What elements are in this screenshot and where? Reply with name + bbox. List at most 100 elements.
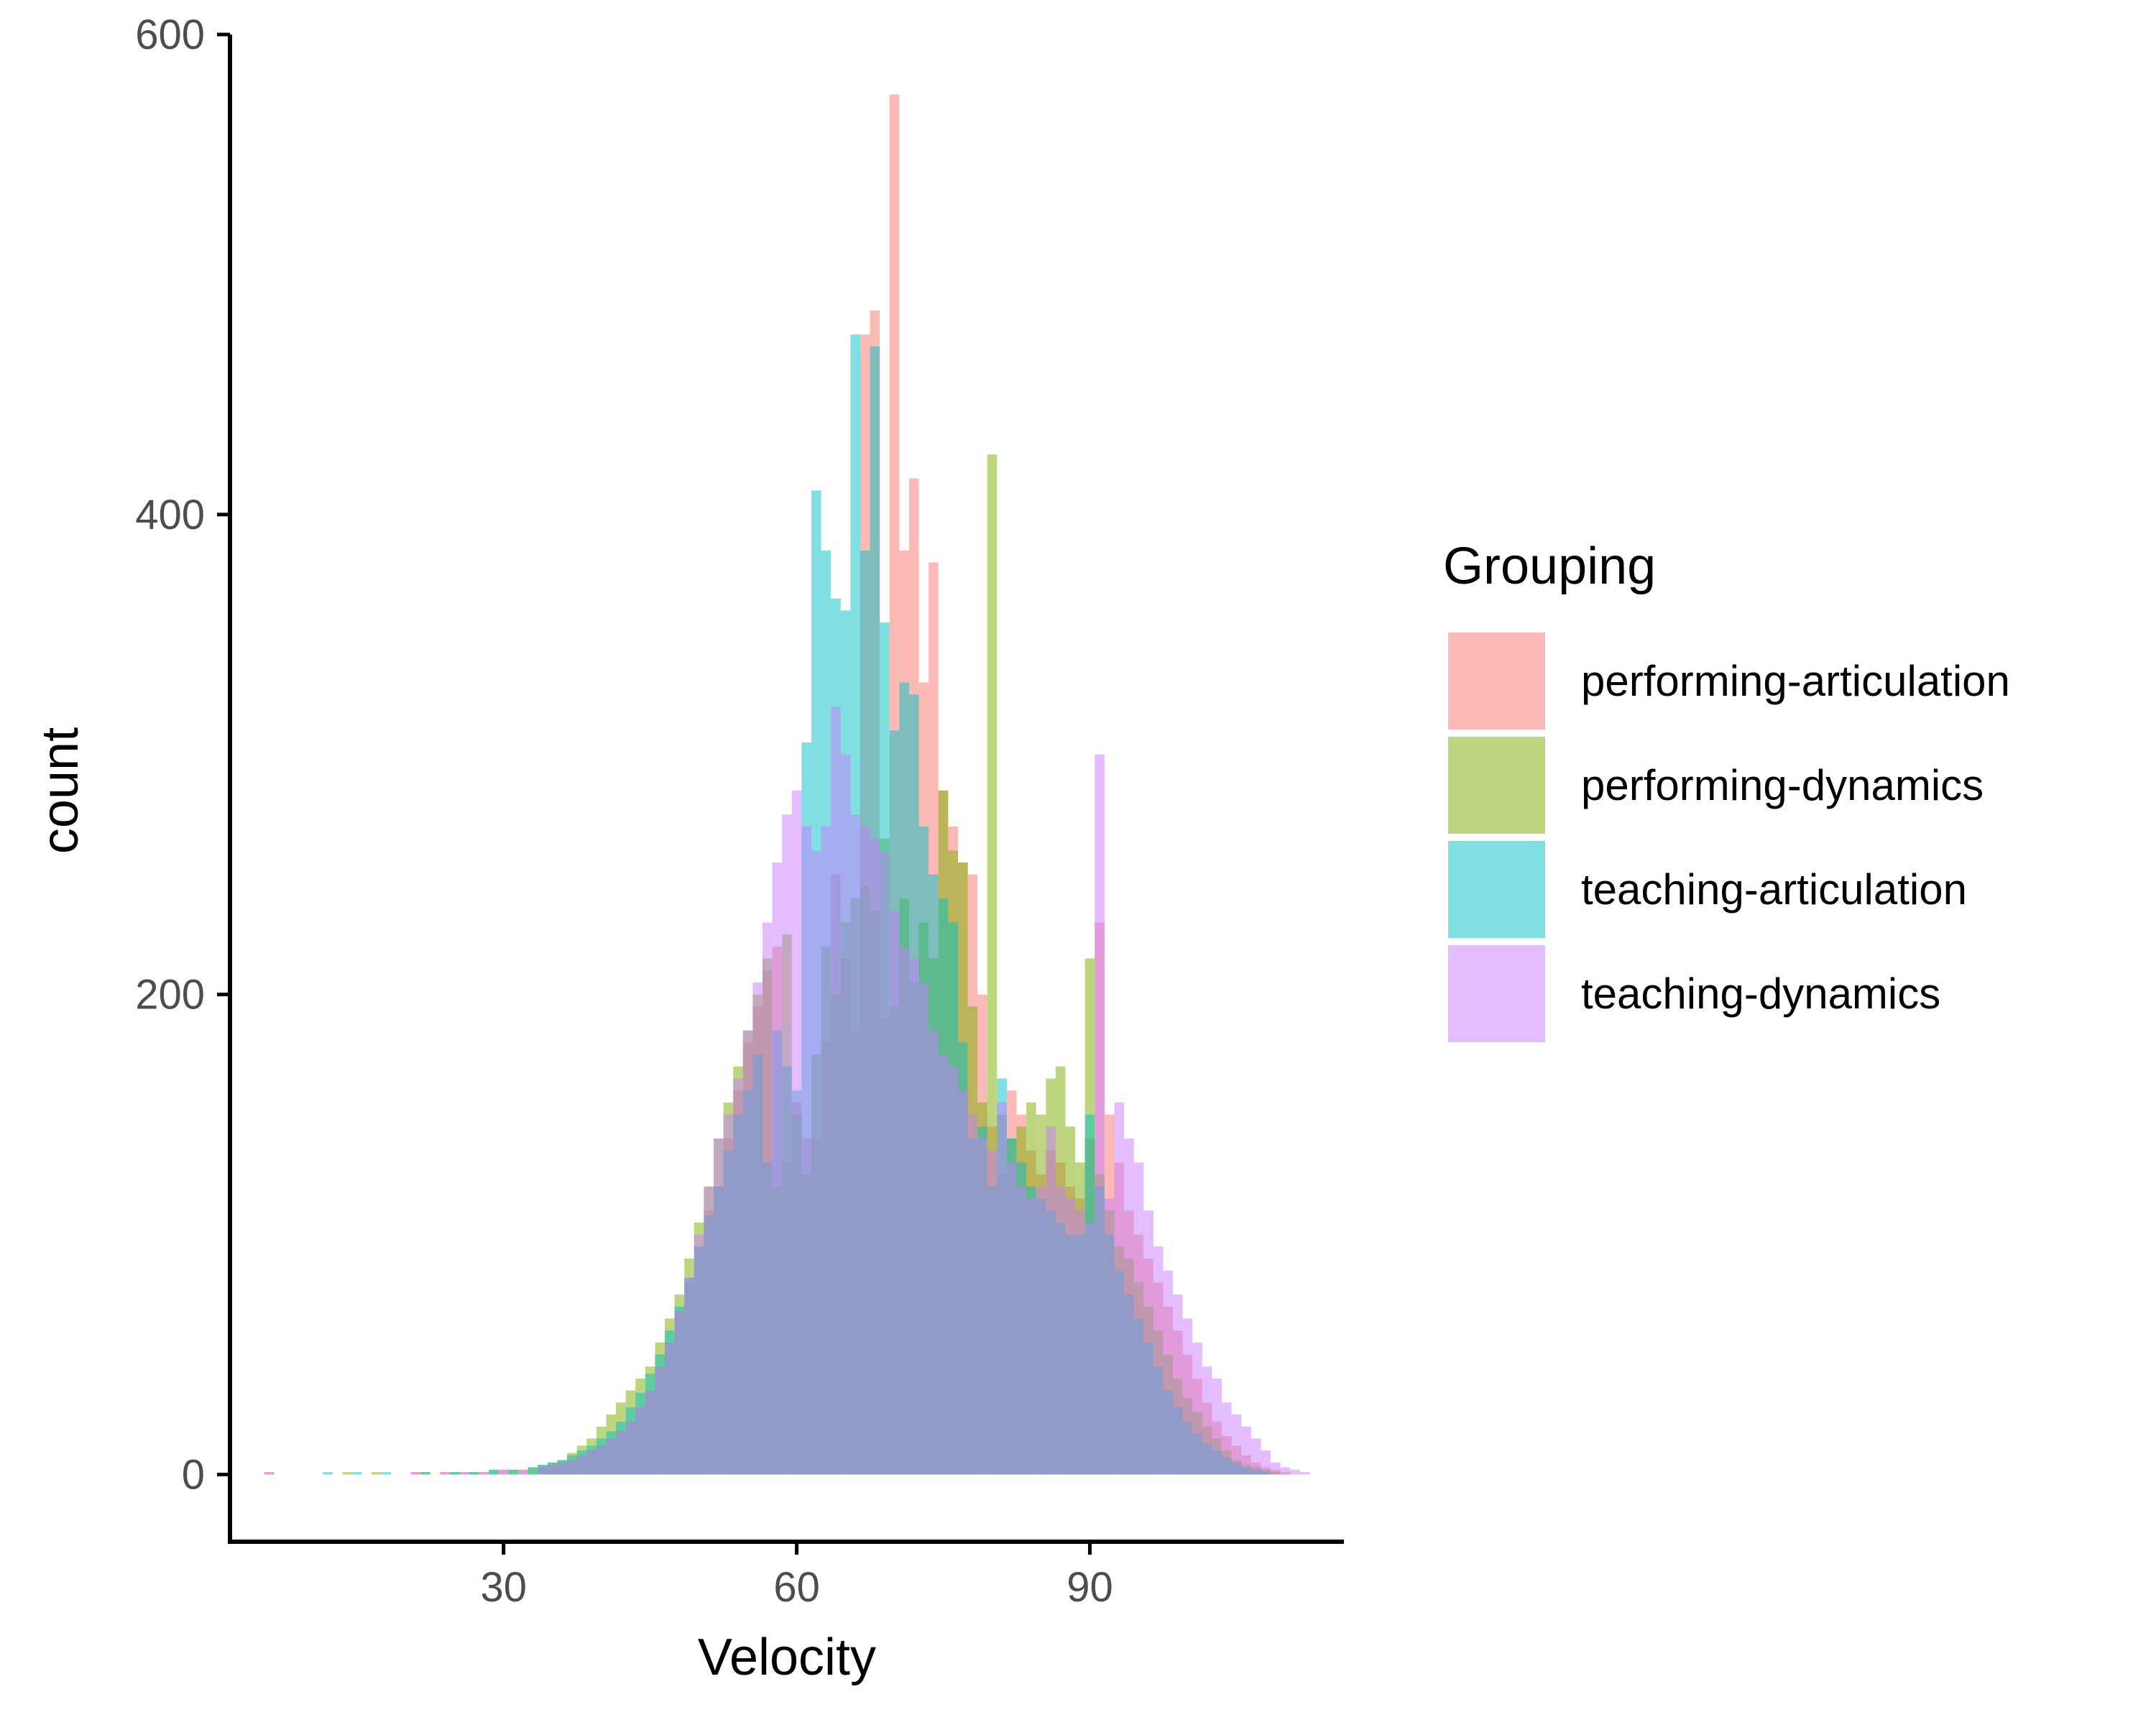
bar-teaching-dynamics-81	[997, 1102, 1007, 1475]
bar-teaching-dynamics-87	[1055, 1186, 1066, 1475]
bar-teaching-dynamics-42	[616, 1431, 626, 1475]
bar-teaching-dynamics-34	[538, 1467, 548, 1475]
bar-teaching-dynamics-39	[586, 1450, 596, 1475]
bar-teaching-dynamics-82	[1006, 1162, 1017, 1475]
bar-teaching-dynamics-51	[704, 1186, 714, 1475]
legend-items: performing-articulation performing-dynami…	[1448, 632, 2010, 1042]
bar-teaching-dynamics-86	[1046, 1126, 1056, 1475]
y-axis: 0 200 400 600	[135, 12, 232, 1542]
bar-teaching-dynamics-112	[1299, 1472, 1310, 1475]
bar-teaching-dynamics-60	[791, 790, 802, 1475]
bar-teaching-dynamics-40	[596, 1445, 607, 1475]
bar-teaching-dynamics-57	[763, 922, 773, 1475]
bar-teaching-dynamics-67	[860, 826, 870, 1475]
bar-teaching-dynamics-94	[1124, 1138, 1134, 1475]
bar-teaching-dynamics-32	[518, 1469, 528, 1475]
bar-teaching-dynamics-75	[938, 1054, 949, 1475]
bar-teaching-dynamics-106	[1241, 1426, 1251, 1475]
bar-teaching-dynamics-78	[967, 1114, 978, 1475]
bar-teaching-dynamics-41	[606, 1438, 617, 1475]
bar-teaching-dynamics-77	[957, 1090, 968, 1475]
bar-teaching-dynamics-44	[635, 1407, 645, 1475]
legend-swatch	[1448, 737, 1545, 834]
series-teaching-dynamics	[264, 706, 1310, 1475]
bar-teaching-dynamics-64	[831, 706, 841, 1475]
bar-teaching-dynamics-21	[410, 1472, 421, 1475]
bar-teaching-articulation-15	[351, 1472, 362, 1475]
legend-item-teaching-dynamics: teaching-dynamics	[1448, 945, 1940, 1042]
legend-swatch	[1448, 945, 1545, 1042]
bar-teaching-dynamics-69	[880, 850, 890, 1475]
bar-teaching-dynamics-36	[557, 1462, 568, 1475]
bar-teaching-dynamics-108	[1261, 1450, 1271, 1475]
bar-teaching-dynamics-59	[782, 814, 792, 1475]
bar-teaching-dynamics-50	[694, 1234, 704, 1475]
bar-teaching-dynamics-104	[1222, 1402, 1232, 1475]
y-axis-ticks: 0 200 400 600	[135, 12, 230, 1499]
legend-swatch	[1448, 632, 1545, 730]
x-axis-ticks: 30 60 90	[480, 1542, 1113, 1611]
bar-teaching-articulation-33	[528, 1467, 538, 1475]
bar-teaching-dynamics-111	[1290, 1469, 1300, 1475]
bar-teaching-dynamics-6	[264, 1472, 275, 1475]
legend-swatch	[1448, 841, 1545, 938]
bar-performing-dynamics-17	[372, 1472, 382, 1475]
bar-teaching-dynamics-30	[498, 1469, 509, 1475]
x-axis: 30 60 90	[228, 1540, 1344, 1611]
y-axis-title: count	[32, 727, 89, 854]
legend-item-performing-dynamics: performing-dynamics	[1448, 737, 1984, 834]
bar-teaching-dynamics-93	[1114, 1102, 1125, 1475]
x-tick-label: 90	[1067, 1564, 1113, 1611]
bar-teaching-dynamics-62	[811, 850, 821, 1475]
y-tick-label: 600	[135, 12, 205, 58]
bar-teaching-dynamics-89	[1075, 1210, 1085, 1475]
bar-teaching-dynamics-37	[567, 1460, 577, 1475]
bar-teaching-dynamics-28	[479, 1472, 489, 1475]
bar-teaching-dynamics-107	[1250, 1438, 1261, 1475]
bar-performing-dynamics-14	[342, 1472, 352, 1475]
bar-teaching-articulation-12	[323, 1472, 333, 1475]
bar-teaching-dynamics-91	[1095, 754, 1105, 1475]
bar-teaching-dynamics-92	[1104, 1198, 1115, 1475]
bar-teaching-dynamics-99	[1173, 1294, 1183, 1475]
legend-label: performing-dynamics	[1581, 761, 1984, 809]
bar-teaching-dynamics-101	[1192, 1342, 1202, 1475]
bar-teaching-articulation-25	[449, 1472, 460, 1475]
bar-teaching-articulation-31	[508, 1469, 519, 1475]
bar-teaching-dynamics-49	[684, 1277, 694, 1475]
legend-label: teaching-articulation	[1581, 865, 1967, 914]
bar-teaching-dynamics-96	[1143, 1210, 1153, 1475]
bar-teaching-dynamics-58	[772, 862, 783, 1475]
bar-teaching-dynamics-63	[821, 826, 831, 1475]
bar-teaching-dynamics-56	[752, 982, 763, 1475]
bar-teaching-dynamics-110	[1280, 1467, 1291, 1475]
bar-teaching-dynamics-61	[801, 826, 811, 1475]
bar-teaching-dynamics-48	[674, 1311, 685, 1475]
bar-teaching-dynamics-38	[576, 1455, 587, 1475]
bar-teaching-dynamics-90	[1084, 1222, 1095, 1475]
bar-teaching-dynamics-100	[1182, 1318, 1193, 1475]
bar-teaching-articulation-18	[381, 1472, 392, 1475]
legend-title: Grouping	[1443, 538, 1656, 595]
bar-teaching-dynamics-26	[459, 1472, 470, 1475]
bar-teaching-dynamics-72	[908, 958, 919, 1475]
bar-teaching-dynamics-47	[665, 1342, 675, 1475]
bar-teaching-dynamics-71	[899, 946, 909, 1475]
bar-teaching-dynamics-43	[625, 1422, 636, 1475]
legend-item-performing-articulation: performing-articulation	[1448, 632, 2010, 730]
x-axis-title: Velocity	[698, 1629, 876, 1686]
bar-teaching-dynamics-74	[929, 1030, 939, 1475]
bar-teaching-dynamics-70	[889, 910, 900, 1475]
bar-teaching-dynamics-103	[1212, 1378, 1222, 1475]
bar-teaching-dynamics-97	[1153, 1246, 1164, 1475]
bar-teaching-dynamics-35	[547, 1465, 558, 1475]
bar-teaching-articulation-29	[489, 1469, 499, 1475]
bar-teaching-dynamics-83	[1016, 1186, 1027, 1475]
bar-teaching-articulation-22	[420, 1472, 430, 1475]
bar-teaching-dynamics-73	[918, 982, 929, 1475]
bar-teaching-dynamics-68	[870, 838, 880, 1475]
bar-teaching-dynamics-95	[1133, 1162, 1144, 1475]
bar-teaching-dynamics-80	[987, 1150, 998, 1475]
x-tick-label: 60	[773, 1564, 820, 1611]
